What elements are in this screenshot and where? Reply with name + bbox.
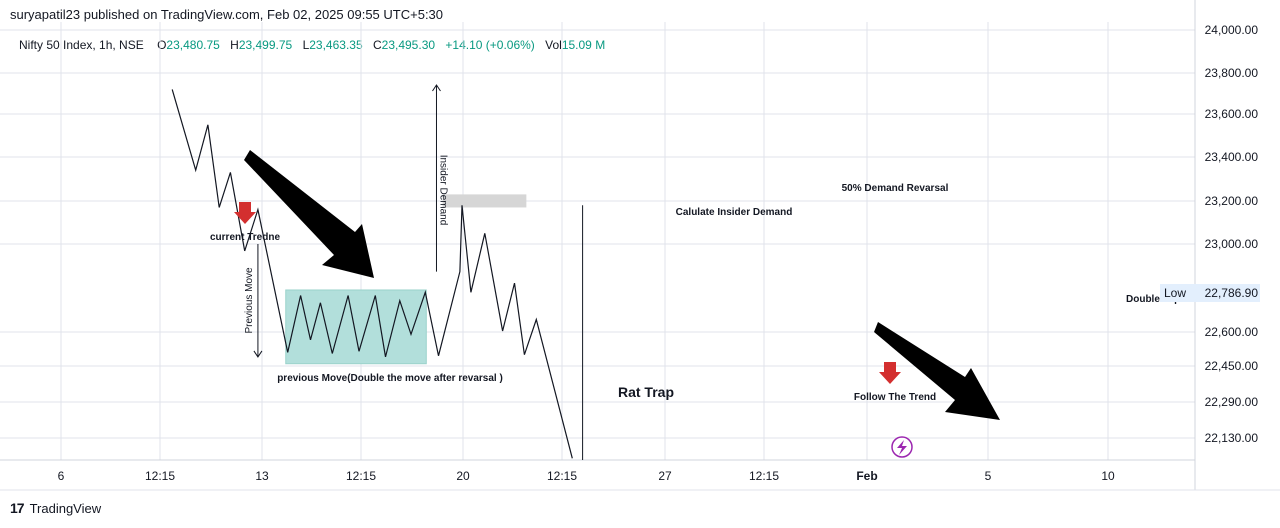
y-tick-label: 23,000.00 xyxy=(1205,237,1259,251)
y-tick-label: 24,000.00 xyxy=(1205,23,1259,37)
symbol-legend: Nifty 50 Index, 1h, NSE O23,480.75 H23,4… xyxy=(19,38,612,52)
demand-zone xyxy=(442,194,527,208)
legend-high-label: H xyxy=(230,38,239,52)
low-price-tag-value: 22,786.90 xyxy=(1205,286,1259,300)
annotation-demand-reversal: 50% Demand Revarsal xyxy=(842,183,949,194)
annotation-calculate-insider-demand: Calulate Insider Demand xyxy=(676,207,793,218)
price-line xyxy=(171,89,573,459)
x-tick-label: 6 xyxy=(58,469,65,483)
legend-open-value: 23,480.75 xyxy=(166,38,220,52)
x-tick-label: 12:15 xyxy=(346,469,376,483)
x-tick-label: Feb xyxy=(856,469,877,483)
tradingview-wordmark: TradingView xyxy=(29,500,102,516)
legend-close-value: 23,495.30 xyxy=(381,38,436,52)
current-trend-red-arrow-icon xyxy=(234,202,256,224)
y-tick-label: 22,290.00 xyxy=(1205,395,1259,409)
follow-trend-red-arrow-icon xyxy=(879,362,901,384)
x-tick-label: 13 xyxy=(255,469,269,483)
low-price-tag-label: Low xyxy=(1164,286,1186,300)
x-tick-label: 20 xyxy=(456,469,470,483)
y-tick-label: 23,800.00 xyxy=(1205,66,1259,80)
legend-symbol[interactable]: Nifty 50 Index, 1h, NSE xyxy=(19,38,144,52)
legend-close-label: C xyxy=(372,38,382,52)
y-tick-label: 22,130.00 xyxy=(1205,431,1259,445)
x-tick-label: 27 xyxy=(658,469,672,483)
publisher-header: suryapatil23 published on TradingView.co… xyxy=(10,7,444,22)
big-down-arrow-left xyxy=(244,150,374,278)
rat-trap-box xyxy=(285,289,427,365)
previous-move-arrowhead xyxy=(253,350,263,358)
legend-open-label: O xyxy=(157,38,167,52)
legend-high-value: 23,499.75 xyxy=(238,38,293,52)
big-down-arrow-right xyxy=(874,322,1000,420)
x-tick-label: 10 xyxy=(1101,469,1115,483)
annotation-follow-trend: Follow The Trend xyxy=(854,392,936,403)
annotation-current-trend: current Tredne xyxy=(210,232,280,243)
y-tick-label: 22,450.00 xyxy=(1205,359,1259,373)
x-tick-label: 12:15 xyxy=(145,469,175,483)
legend-change-value: +14.10 (+0.06%) xyxy=(445,38,535,52)
legend-low-label: L xyxy=(302,38,310,52)
legend-vol-label: Vol xyxy=(545,38,562,52)
annotation-previous-move-note: previous Move(Double the move after reva… xyxy=(277,373,503,384)
annotation-insider-demand-vertical: Insider Demand xyxy=(437,155,448,226)
low-price-tag xyxy=(1160,284,1260,302)
y-tick-label: 23,600.00 xyxy=(1205,107,1259,121)
x-tick-label: 12:15 xyxy=(749,469,779,483)
tradingview-logo-icon: 17 xyxy=(10,500,25,516)
y-tick-label: 23,400.00 xyxy=(1205,150,1259,164)
annotation-rat-trap: Rat Trap xyxy=(618,384,674,400)
y-tick-label: 22,600.00 xyxy=(1205,325,1259,339)
insider-demand-arrowhead xyxy=(432,84,441,92)
x-tick-label: 12:15 xyxy=(547,469,577,483)
legend-vol-value: 15.09 M xyxy=(561,38,606,52)
footer-branding: 17 TradingView xyxy=(10,500,101,516)
x-tick-label: 5 xyxy=(985,469,992,483)
grid-lines xyxy=(0,22,1195,460)
annotation-double-top: Double Top xyxy=(1126,294,1180,305)
legend-low-value: 23,463.35 xyxy=(309,38,363,52)
y-tick-label: 23,200.00 xyxy=(1205,194,1259,208)
annotation-previous-move-vertical: Previous Move xyxy=(244,267,255,334)
lightning-bolt-icon xyxy=(897,440,907,455)
